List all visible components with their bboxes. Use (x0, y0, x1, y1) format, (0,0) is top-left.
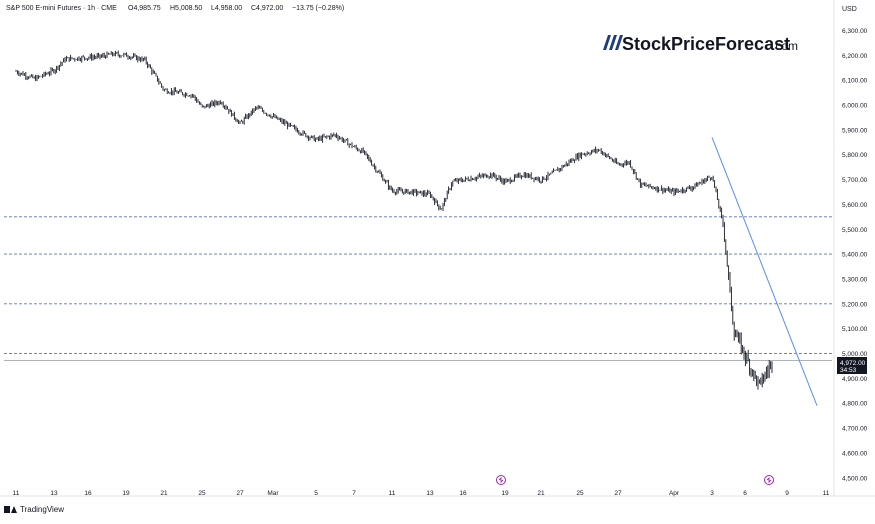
event-arrow-icon (766, 476, 772, 484)
x-tick-label: 21 (160, 490, 168, 497)
x-tick-label: 19 (501, 490, 509, 497)
header-high: H5,008.50 (170, 5, 202, 12)
x-tick-label: 13 (426, 490, 434, 497)
y-tick-label: 5,700.00 (842, 177, 868, 184)
x-tick-label: 27 (614, 490, 622, 497)
y-tick-label: 4,500.00 (842, 475, 868, 482)
y-tick-label: 5,200.00 (842, 301, 868, 308)
event-arrow-icon (498, 476, 504, 484)
x-tick-label: 3 (710, 490, 714, 497)
y-tick-label: 6,300.00 (842, 28, 868, 35)
watermark-suffix: .com (772, 39, 798, 53)
y-tick-label: 6,200.00 (842, 53, 868, 60)
y-tick-label: 5,600.00 (842, 202, 868, 209)
y-tick-label: 6,100.00 (842, 78, 868, 85)
tradingview-logo[interactable]: TradingView (4, 505, 64, 514)
watermark-slashes-icon (603, 35, 623, 50)
x-tick-label: 19 (122, 490, 130, 497)
downtrend-line (711, 137, 818, 406)
x-tick-label: 16 (459, 490, 467, 497)
y-tick-label: 5,300.00 (842, 276, 868, 283)
x-tick-label: 11 (389, 490, 396, 497)
y-tick-label: 6,000.00 (842, 102, 868, 109)
y-tick-label: 5,000.00 (842, 351, 868, 358)
x-tick-label: 25 (198, 490, 206, 497)
y-tick-label: 4,800.00 (842, 401, 868, 408)
tradingview-logo-icon (4, 506, 17, 513)
header-change: −13.75 (−0.28%) (292, 5, 344, 12)
tradingview-logo-label: TradingView (20, 505, 65, 514)
x-tick-label: 25 (576, 490, 584, 497)
x-tick-label: 16 (84, 490, 92, 497)
header-close: C4,972.00 (251, 5, 283, 12)
x-tick-label: 27 (236, 490, 244, 497)
trendline-layer[interactable] (711, 137, 818, 406)
x-tick-label: Apr (669, 490, 680, 497)
last-price-value: 4,972.00 (840, 360, 866, 367)
x-tick-label: 9 (785, 490, 789, 497)
header-low: L4,958.00 (211, 5, 242, 12)
x-tick-label: 6 (743, 490, 747, 497)
last-price-countdown: 34:53 (840, 367, 857, 374)
x-tick-label: 21 (537, 490, 545, 497)
y-tick-label: 5,100.00 (842, 326, 868, 333)
horizontal-levels (4, 216, 832, 361)
axes: 6,300.00 6,200.00 6,100.00 6,000.00 5,900.00… (0, 0, 875, 497)
watermark-brand: StockPriceForecast (622, 34, 790, 54)
x-tick-label: Mar (267, 490, 279, 497)
x-tick-label: 7 (352, 490, 356, 497)
header-open: O4,985.75 (128, 5, 161, 12)
y-tick-label: 5,400.00 (842, 252, 868, 259)
x-tick-label: 5 (314, 490, 318, 497)
watermark-logo: StockPriceForecast .com (603, 34, 798, 54)
y-tick-label: 4,600.00 (842, 450, 868, 457)
x-tick-label: 11 (13, 490, 20, 497)
y-tick-label: 4,700.00 (842, 426, 868, 433)
price-bars (15, 50, 773, 390)
last-price-tag: 4,972.00 34:53 (837, 357, 867, 374)
y-tick-label: 5,900.00 (842, 127, 868, 134)
x-tick-label: 11 (823, 490, 830, 497)
y-tick-label: 4,900.00 (842, 376, 868, 383)
y-tick-label: 5,500.00 (842, 227, 868, 234)
header-symbol: S&P 500 E-mini Futures · 1h · CME (6, 5, 117, 12)
currency-label: USD (842, 6, 857, 13)
x-tick-label: 13 (50, 490, 58, 497)
y-tick-label: 5,800.00 (842, 152, 868, 159)
